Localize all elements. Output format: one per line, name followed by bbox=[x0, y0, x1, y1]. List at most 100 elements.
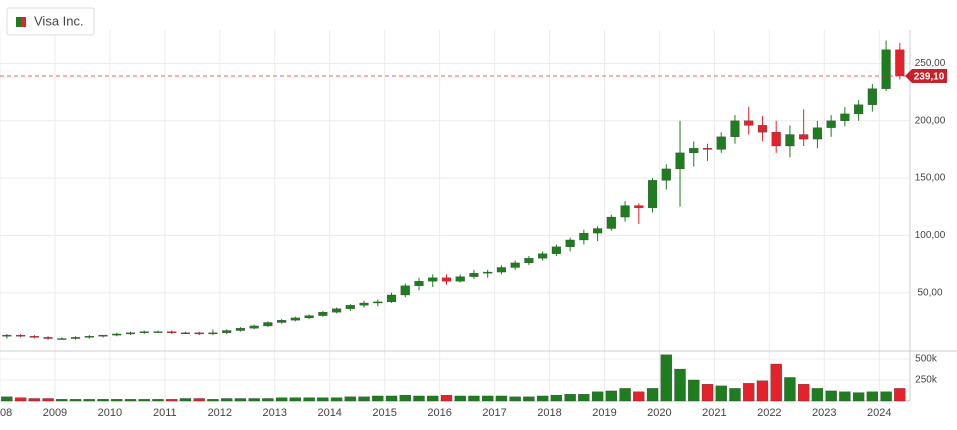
volume-bar bbox=[275, 397, 288, 402]
candle-body bbox=[689, 148, 699, 154]
candle-body bbox=[648, 180, 658, 209]
volume-bar bbox=[330, 397, 343, 402]
volume-bar bbox=[619, 388, 631, 402]
volume-bar bbox=[262, 398, 274, 402]
candle-body bbox=[483, 271, 493, 274]
candle-body bbox=[455, 276, 465, 282]
volume-bar bbox=[56, 399, 68, 402]
volume-bar bbox=[605, 390, 617, 402]
candle-body bbox=[661, 168, 671, 181]
candle-body bbox=[84, 336, 94, 338]
volume-bar bbox=[179, 398, 192, 402]
x-tick-label: 2018 bbox=[537, 407, 561, 419]
volume-bar bbox=[894, 388, 906, 402]
candle-body bbox=[620, 205, 630, 218]
candle-body bbox=[579, 232, 589, 241]
volume-bar bbox=[83, 399, 95, 402]
volume-bar bbox=[509, 396, 521, 402]
volume-bar bbox=[482, 395, 494, 402]
candle-body bbox=[98, 334, 108, 337]
candle-body bbox=[290, 317, 300, 321]
x-tick-label: 2011 bbox=[153, 407, 177, 419]
candle-body bbox=[593, 228, 603, 234]
candle-body bbox=[538, 253, 548, 259]
volume-bar bbox=[97, 399, 109, 402]
volume-bar bbox=[372, 395, 384, 402]
y-tick-label: 250k bbox=[915, 375, 938, 386]
volume-bar bbox=[591, 391, 604, 402]
x-tick-label: 2010 bbox=[98, 407, 122, 419]
candle-body bbox=[744, 120, 754, 126]
volume-bar bbox=[880, 391, 892, 402]
volume-bar bbox=[674, 368, 686, 402]
volume-bar bbox=[798, 384, 810, 402]
volume-bar bbox=[317, 397, 329, 402]
volume-bar bbox=[193, 398, 205, 402]
volume-bar bbox=[42, 398, 54, 402]
y-tick-label: 200,00 bbox=[915, 115, 946, 126]
volume-bar bbox=[743, 383, 755, 402]
volume-bar bbox=[399, 394, 411, 402]
x-tick-label: 2021 bbox=[702, 407, 726, 419]
volume-bar bbox=[440, 394, 453, 402]
candle-body bbox=[551, 246, 561, 254]
y-tick-label: 250,00 bbox=[915, 58, 946, 69]
volume-bar bbox=[427, 395, 439, 402]
volume-bar bbox=[111, 399, 123, 402]
candle-body bbox=[826, 120, 836, 128]
volume-bar bbox=[688, 379, 700, 402]
candle-body bbox=[812, 127, 822, 140]
candle-body bbox=[565, 239, 575, 247]
candle-body bbox=[373, 301, 383, 304]
legend-icon-up bbox=[16, 17, 21, 27]
candle-body bbox=[730, 120, 740, 137]
x-tick-label: 2012 bbox=[208, 407, 232, 419]
candle-body bbox=[400, 285, 410, 296]
candle-body bbox=[428, 277, 438, 282]
volume-bar bbox=[729, 388, 741, 402]
legend-box bbox=[6, 7, 95, 36]
x-tick-label: 2019 bbox=[592, 407, 616, 419]
y-tick-label: 150,00 bbox=[915, 173, 946, 184]
candle-body bbox=[895, 49, 905, 77]
candle-body bbox=[702, 148, 713, 150]
x-tick-label: 2008 bbox=[0, 407, 12, 419]
volume-bar bbox=[866, 391, 879, 402]
candle-body bbox=[785, 134, 795, 147]
volume-bar bbox=[701, 384, 714, 402]
volume-bar bbox=[69, 399, 82, 402]
y-tick-label: 50,00 bbox=[917, 287, 942, 298]
volume-bar bbox=[715, 385, 727, 402]
candle-body bbox=[799, 134, 809, 140]
x-tick-label: 2013 bbox=[263, 407, 287, 419]
volume-bar bbox=[660, 354, 672, 402]
volume-bar bbox=[839, 391, 851, 402]
volume-bar bbox=[166, 399, 178, 402]
x-tick-label: 2022 bbox=[757, 407, 781, 419]
candle-body bbox=[249, 325, 259, 329]
candle-body bbox=[43, 337, 53, 339]
x-tick-label: 2020 bbox=[647, 407, 671, 419]
candle-body bbox=[881, 49, 891, 89]
x-tick-label: 2017 bbox=[482, 407, 506, 419]
candle-body bbox=[208, 332, 218, 335]
volume-bar bbox=[537, 395, 549, 402]
candle-body bbox=[510, 262, 520, 268]
candle-body bbox=[263, 322, 273, 327]
candle-body bbox=[235, 328, 245, 331]
candle-body bbox=[524, 258, 534, 264]
volume-bar bbox=[825, 390, 837, 402]
candle-body bbox=[634, 205, 644, 209]
candle-body bbox=[180, 332, 191, 334]
volume-bar bbox=[495, 395, 508, 402]
candle-body bbox=[757, 125, 768, 133]
candle-body bbox=[71, 337, 81, 339]
volume-bar bbox=[770, 363, 782, 402]
candle-body bbox=[496, 267, 506, 273]
x-tick-label: 2023 bbox=[812, 407, 836, 419]
candle-body bbox=[359, 302, 369, 306]
volume-bar bbox=[124, 399, 137, 402]
volume-bar bbox=[289, 397, 302, 402]
volume-bar bbox=[358, 396, 370, 402]
